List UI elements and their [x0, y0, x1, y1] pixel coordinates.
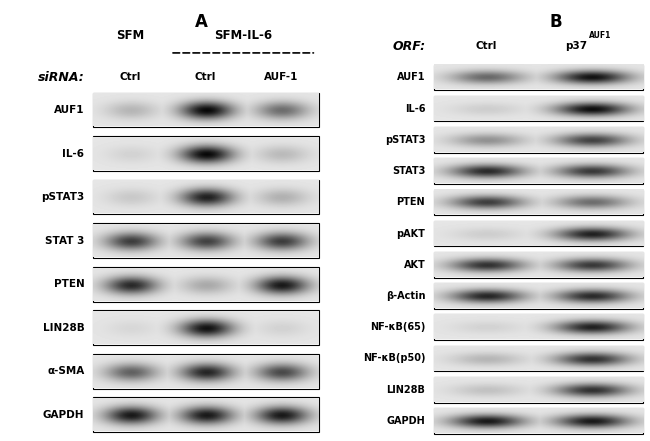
Text: STAT 3: STAT 3	[45, 235, 84, 246]
Text: AUF1: AUF1	[589, 31, 612, 40]
Bar	[434, 221, 644, 247]
Bar	[434, 377, 644, 403]
Bar	[434, 283, 644, 309]
Text: β-Actin: β-Actin	[385, 291, 425, 301]
Text: Ctrl: Ctrl	[475, 41, 497, 51]
Text: A: A	[195, 13, 208, 31]
Text: SFM-IL-6: SFM-IL-6	[214, 29, 272, 42]
Text: AUF1: AUF1	[54, 105, 84, 115]
Bar	[434, 346, 644, 371]
Text: siRNA:: siRNA:	[38, 71, 84, 84]
Text: SFM: SFM	[116, 29, 144, 42]
Bar	[434, 64, 644, 90]
Text: GAPDH: GAPDH	[387, 416, 425, 426]
Bar	[434, 96, 644, 121]
Bar	[92, 354, 318, 389]
Text: LIN28B: LIN28B	[386, 385, 425, 395]
Text: IL-6: IL-6	[405, 104, 425, 114]
Text: Ctrl: Ctrl	[195, 72, 216, 82]
Text: AKT: AKT	[404, 260, 425, 270]
Bar	[92, 310, 318, 345]
Text: NF-κB(p50): NF-κB(p50)	[363, 354, 425, 363]
Text: PTEN: PTEN	[396, 197, 425, 207]
Text: LIN28B: LIN28B	[43, 323, 84, 333]
Text: STAT3: STAT3	[392, 166, 425, 176]
Text: NF-κB(65): NF-κB(65)	[370, 322, 425, 332]
Bar	[434, 314, 644, 340]
Bar	[434, 408, 644, 434]
Bar	[92, 223, 318, 258]
Bar	[92, 397, 318, 432]
Text: ORF:: ORF:	[392, 40, 425, 53]
Text: AUF-1: AUF-1	[264, 72, 298, 82]
Bar	[92, 136, 318, 171]
Text: α-SMA: α-SMA	[47, 366, 84, 376]
Bar	[434, 127, 644, 153]
Text: AUF1: AUF1	[396, 72, 425, 82]
Text: IL-6: IL-6	[62, 149, 84, 158]
Bar	[434, 190, 644, 215]
Text: pSTAT3: pSTAT3	[41, 192, 84, 202]
Text: Ctrl: Ctrl	[120, 72, 141, 82]
Text: pAKT: pAKT	[396, 228, 425, 239]
Text: p37: p37	[566, 41, 588, 51]
Bar	[434, 158, 644, 184]
Bar	[92, 93, 318, 127]
Bar	[92, 179, 318, 214]
Text: B: B	[549, 13, 562, 31]
Text: GAPDH: GAPDH	[43, 410, 84, 420]
Bar	[92, 267, 318, 302]
Text: pSTAT3: pSTAT3	[385, 135, 425, 145]
Bar	[434, 252, 644, 277]
Text: PTEN: PTEN	[54, 279, 84, 289]
